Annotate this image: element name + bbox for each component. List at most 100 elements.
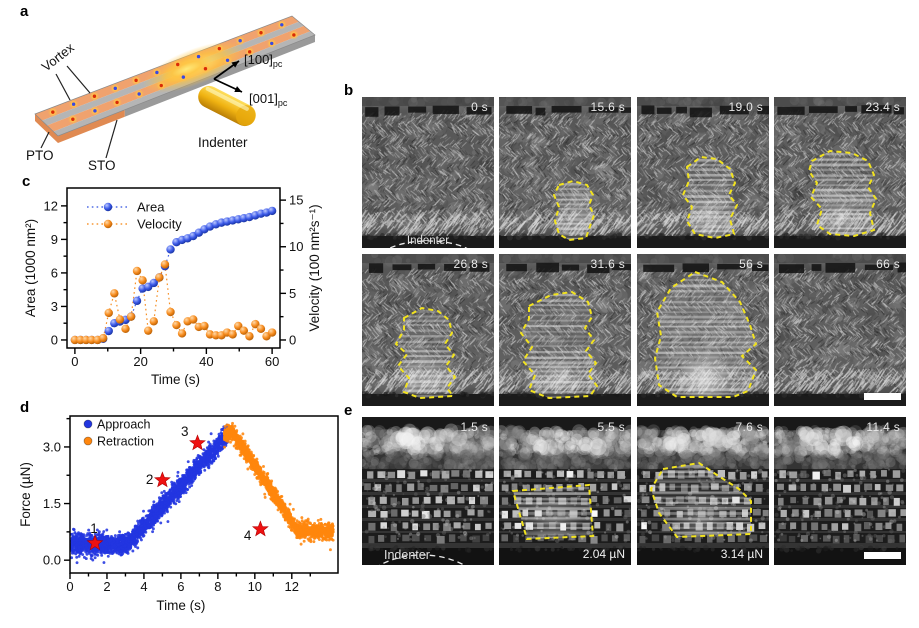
x-tick-label: 0 <box>71 354 78 369</box>
chart-area-velocity: 0 20 40 60 0 3 6 9 12 0 5 10 15 Time (s) Area (1000 nm… <box>23 187 322 387</box>
indenter-label: Indenter <box>198 135 248 150</box>
data-point-area <box>104 326 113 336</box>
panel-a-label: a <box>20 3 29 20</box>
event-star-label: 3 <box>181 424 189 439</box>
timestamp: 66 s <box>876 257 900 271</box>
data-point-velocity <box>256 324 266 333</box>
data-point-velocity <box>234 321 243 331</box>
panel-e-label: e <box>344 402 353 419</box>
data-point-velocity <box>87 335 96 345</box>
x-tick-label: 12 <box>285 579 299 594</box>
panel-b-label: b <box>344 82 354 99</box>
tem-frame-b-2: 19.0 s <box>637 97 769 248</box>
event-star-label: 1 <box>90 521 98 536</box>
data-point-velocity <box>115 315 125 324</box>
y-right-axis-label: Velocity (100 nm²s⁻¹) <box>307 204 322 331</box>
axis-001-label: [001]pc <box>249 91 288 108</box>
x-tick-label: 0 <box>66 579 73 594</box>
legend-item-velocity: Velocity <box>137 217 182 232</box>
timestamp: 56 s <box>739 257 763 271</box>
data-point-velocity <box>104 308 113 318</box>
data-point-velocity <box>228 330 237 339</box>
tem-frame-e-1: 5.5 s 2.04 µN <box>499 417 631 565</box>
timestamp: 23.4 s <box>865 100 900 114</box>
y-left-tick-label: 6 <box>51 265 58 280</box>
x-axis-label: Time (s) <box>156 598 205 613</box>
y-tick-label: 0.0 <box>43 553 61 568</box>
y-tick-label: 1.5 <box>43 496 61 511</box>
tem-frame-b-1: 15.6 s <box>499 97 631 248</box>
event-star-3 <box>189 434 206 451</box>
data-point-velocity <box>121 324 130 333</box>
tem-frame-b-0: 0 s Indenter <box>362 97 494 248</box>
legend-item-approach: Approach <box>97 418 151 432</box>
y-left-axis-label: Area (1000 nm²) <box>23 219 38 317</box>
event-star-2 <box>153 471 171 488</box>
data-point-velocity <box>110 289 119 298</box>
timestamp: 11.4 s <box>866 420 900 434</box>
event-star-4 <box>252 520 269 537</box>
chart-force-time: 0 2 4 6 8 10 12 0.0 1.5 3.0 Time (s) Force (µN) Appr… <box>18 400 344 626</box>
force-annotation: 2.04 µN <box>582 547 625 561</box>
tem-frame-b-4: 26.8 s <box>362 254 494 406</box>
timestamp: 7.6 s <box>735 420 763 434</box>
y-left-tick-label: 12 <box>44 198 58 213</box>
panel-c-label: c <box>22 173 31 190</box>
data-point-area <box>267 206 277 216</box>
data-point-velocity <box>177 329 187 338</box>
y-tick-label: 3.0 <box>43 439 61 454</box>
legend-item-area: Area <box>137 200 165 215</box>
force-annotation: 3.14 µN <box>720 547 763 561</box>
x-tick-label: 2 <box>103 579 110 594</box>
timestamp: 1.5 s <box>460 420 488 434</box>
x-tick-label: 10 <box>248 579 262 594</box>
indenter-annotation: Indenter <box>406 235 450 247</box>
vortex-label: Vortex <box>39 40 78 75</box>
tem-frame-b-6: 56 s <box>637 254 769 406</box>
x-tick-label: 20 <box>133 354 147 369</box>
x-axis-label: Time (s) <box>151 372 200 387</box>
tem-frame-e-2: 7.6 s 3.14 µN <box>637 417 769 565</box>
sto-label: STO <box>88 158 116 173</box>
data-point-velocity <box>160 260 170 269</box>
y-left-tick-label: 9 <box>51 232 58 247</box>
scale-bar <box>864 552 901 559</box>
tem-frame-b-5: 31.6 s <box>499 254 631 406</box>
data-point-velocity <box>149 317 158 326</box>
data-point-velocity <box>138 276 147 285</box>
y-right-tick-label: 0 <box>289 332 296 347</box>
data-point-velocity <box>126 312 136 321</box>
tem-frame-b-7: 66 s <box>774 254 906 406</box>
scale-bar <box>864 393 901 400</box>
y-left-tick-label: 3 <box>51 299 58 314</box>
data-point-velocity <box>143 326 153 335</box>
event-star-1 <box>86 534 104 551</box>
data-point-velocity <box>166 307 175 317</box>
x-tick-label: 40 <box>199 354 213 369</box>
timestamp: 26.8 s <box>453 257 488 271</box>
data-point-velocity <box>200 321 209 331</box>
event-star-label: 4 <box>244 528 252 543</box>
timestamp: 31.6 s <box>590 257 625 271</box>
x-tick-label: 60 <box>265 354 279 369</box>
legend-item-retraction: Retraction <box>97 435 154 449</box>
data-point-velocity <box>172 320 181 330</box>
data-point-velocity <box>245 332 254 341</box>
y-axis-label: Force (µN) <box>18 462 33 527</box>
data-point-velocity <box>267 328 277 337</box>
force-scatter-points <box>18 400 344 626</box>
timestamp: 0 s <box>471 100 488 114</box>
data-point-velocity <box>239 326 249 335</box>
y-right-tick-label: 15 <box>289 193 303 208</box>
x-tick-label: 8 <box>214 579 221 594</box>
indenter-annotation: Indenter <box>384 548 430 562</box>
y-left-tick-label: 0 <box>51 332 58 347</box>
x-tick-label: 4 <box>140 579 147 594</box>
timestamp: 15.6 s <box>590 100 625 114</box>
data-point-area <box>166 245 175 254</box>
data-point-velocity <box>155 273 164 282</box>
data-point-velocity <box>189 315 198 324</box>
pto-label: PTO <box>26 148 54 163</box>
